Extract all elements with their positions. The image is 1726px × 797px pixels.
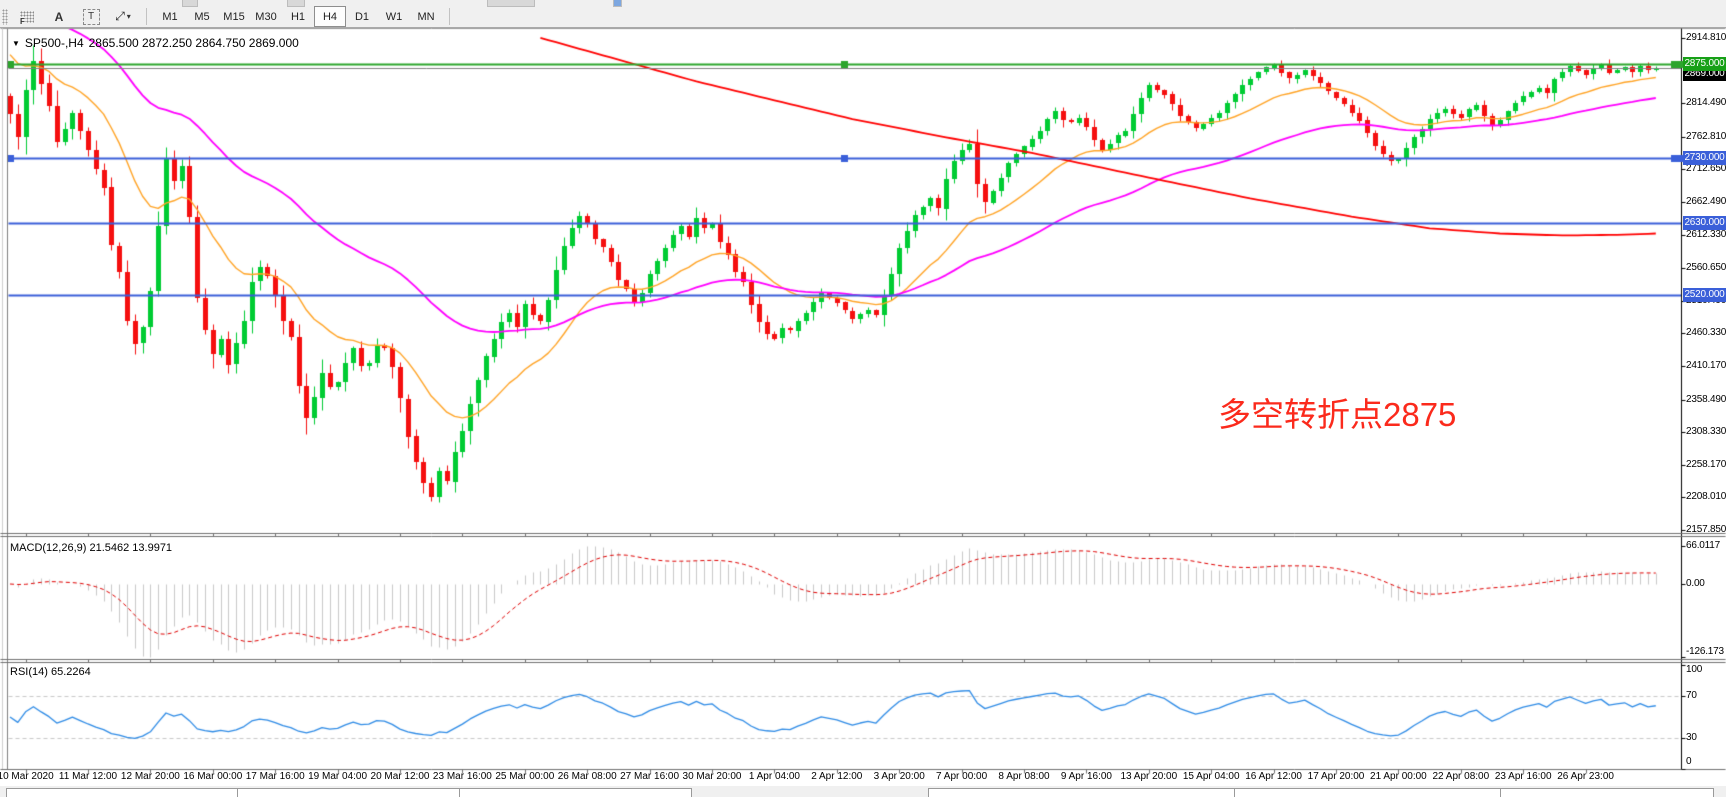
grid-icon: F [20,10,34,26]
price-tick-label: 2410.170 [1686,360,1726,371]
time-tick-label: 2 Apr 12:00 [811,771,863,782]
timeframe-button-m5[interactable]: M5 [194,10,210,23]
time-tick-label: 25 Mar 00:00 [495,771,555,782]
time-tick-label: 12 Mar 20:00 [120,771,180,782]
hline-price-badge: 2875.000 [1683,56,1726,71]
price-tick-label: 2208.010 [1686,491,1726,503]
time-tick-label: 20 Mar 12:00 [370,771,430,782]
price-tick-label: 2308.330 [1686,426,1726,438]
chart-annotation-text: 多空转折点2875 [1218,396,1457,433]
price-tick-label: 2662.490 [1686,196,1726,207]
time-tick-label: 1 Apr 04:00 [748,771,800,782]
chart-title: ▼ SP500-,H4 2865.500 2872.250 2864.750 2… [12,36,299,50]
timeframe-button-h4[interactable]: H4 [314,6,346,27]
cutoff-panel-divider [1234,788,1235,797]
price-tick-label: 2560.650 [1686,262,1726,274]
timeframe-button-h1[interactable]: H1 [290,10,306,23]
time-tick-label: 15 Apr 04:00 [1182,771,1240,782]
collapse-triangle-icon[interactable]: ▼ [12,38,20,48]
time-tick-label: 13 Apr 20:00 [1120,771,1178,782]
symbol-period-label: SP500-,H4 [24,36,84,50]
hline-price-badge: 2730.000 [1683,151,1726,166]
diagonal-arrows-icon: ⤢ [115,9,125,23]
time-tick-label: 17 Mar 16:00 [245,771,305,782]
price-tick-label: 2814.490 [1686,97,1726,109]
cutoff-panel-divider [1500,788,1501,797]
price-tick-label: 2612.330 [1686,228,1726,240]
macd-tick-label: 66.0117 [1686,540,1721,551]
time-tick-label: 10 Mar 2020 [0,771,54,782]
cutoff-panel-divider [237,788,238,797]
time-tick-label: 9 Apr 16:00 [1060,771,1112,782]
price-tick-label: 2762.810 [1686,130,1726,142]
toolbar-grip[interactable] [2,8,8,25]
cutoff-widget [287,0,305,7]
rsi-tick-label: 30 [1686,731,1697,743]
arrows-tool-button[interactable]: ⤢ ▾ [107,6,139,27]
hline-price-badge: 2630.000 [1683,216,1726,231]
text-box-icon: T [82,8,100,25]
cutoff-panel-box [6,788,692,797]
cutoff-widget [182,0,198,7]
rsi-tick-label: 0 [1686,756,1692,767]
toolbar-separator [146,8,147,25]
cutoff-widget [613,0,622,7]
rsi-tick-label: 70 [1686,690,1697,702]
time-tick-label: 22 Apr 08:00 [1432,771,1490,782]
timeframe-button-w1[interactable]: W1 [385,10,403,23]
timeframe-button-m15[interactable]: M15 [223,10,245,23]
cutoff-widget [487,0,535,7]
time-tick-label: 23 Mar 16:00 [432,771,492,782]
cutoff-panel-box [928,788,1714,797]
macd-tick-label: -126.173 [1686,646,1724,657]
time-tick-label: 7 Apr 00:00 [936,771,988,782]
toolbar-separator [449,8,450,25]
time-tick-label: 26 Apr 23:00 [1557,771,1614,782]
time-tick-label: 17 Apr 20:00 [1307,771,1365,782]
rsi-tick-label: 100 [1686,664,1703,675]
time-tick-label: 30 Mar 20:00 [682,771,742,782]
grid-tool-button[interactable]: F [11,6,43,27]
timeframe-button-mn[interactable]: MN [417,10,435,23]
chevron-down-icon: ▾ [126,12,131,21]
timeframe-group: M1 M5 M15 M30 H1 H4 D1 W1 MN [154,6,442,27]
time-tick-label: 19 Mar 04:00 [308,771,368,782]
price-tick-label: 2712.650 [1686,163,1726,175]
time-tick-label: 16 Apr 12:00 [1245,771,1302,782]
time-tick-label: 23 Apr 16:00 [1494,771,1552,782]
hline-price-badge: 2520.000 [1683,287,1726,302]
time-tick-label: 27 Mar 16:00 [620,771,680,782]
textbox-tool-button[interactable]: T [75,6,107,27]
time-tick-label: 21 Apr 00:00 [1370,771,1427,782]
timeframe-button-m1[interactable]: M1 [162,10,178,23]
price-tick-label: 2460.330 [1686,327,1726,339]
time-tick-label: 11 Mar 12:00 [58,771,118,782]
timeframe-button-d1[interactable]: D1 [354,10,370,23]
ohlc-values-label: 2865.500 2872.250 2864.750 2869.000 [88,36,299,50]
price-tick-label: 2258.170 [1686,458,1726,470]
timeframe-button-m30[interactable]: M30 [255,10,277,23]
rsi-label: RSI(14) 65.2264 [10,666,91,678]
macd-tick-label: 0.00 [1686,578,1705,589]
time-tick-label: 26 Mar 08:00 [557,771,617,782]
price-tick-label: 2157.850 [1686,524,1726,535]
time-tick-label: 16 Mar 00:00 [183,771,243,782]
time-tick-label: 8 Apr 08:00 [998,771,1050,782]
font-tool-button[interactable]: A [43,6,75,27]
price-tick-label: 2914.810 [1686,32,1726,43]
cutoff-panel-divider [459,788,460,797]
cutoff-bottom-panel [0,786,1726,797]
macd-label: MACD(12,26,9) 21.5462 13.9971 [10,542,173,554]
top-toolbar: F A T ⤢ ▾ M1 M5 M15 M30 H1 H4 D1 W1 MN [0,0,1726,28]
time-tick-label: 3 Apr 20:00 [873,771,925,782]
price-tick-label: 2358.490 [1686,393,1726,405]
toolbar: F A T ⤢ ▾ M1 M5 M15 M30 H1 H4 D1 W1 MN [0,6,457,27]
font-a-icon: A [54,9,64,24]
